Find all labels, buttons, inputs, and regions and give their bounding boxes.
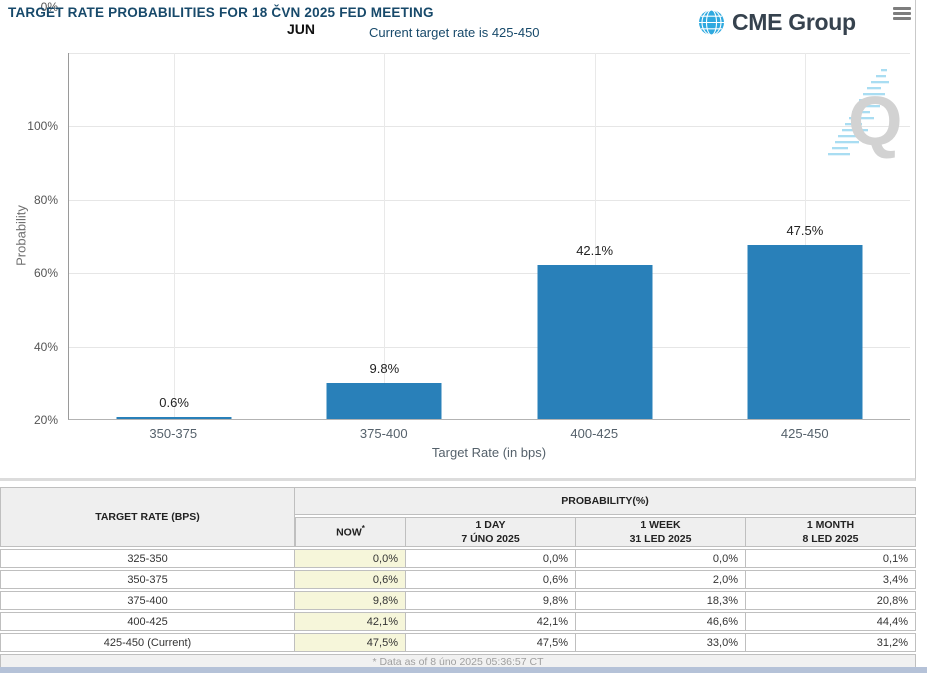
x-tick-label: 375-400: [359, 426, 408, 441]
month-cell: 20,8%: [746, 591, 916, 611]
gridline-100: [69, 53, 910, 54]
bar[interactable]: [326, 383, 442, 419]
y-axis-title: Probability: [13, 205, 29, 266]
bar[interactable]: [747, 244, 863, 419]
month-cell: 31,2%: [746, 633, 916, 653]
bars-container: 0.6% 9.8% 42.1% 47.5%: [69, 53, 910, 419]
rate-cell: 375-400: [0, 591, 295, 611]
x-tick-labels: 350-375 375-400 400-425 425-450: [68, 426, 910, 441]
page-title: TARGET RATE PROBABILITIES FOR 18 ČVN 202…: [8, 5, 434, 20]
now-cell: 0,0%: [295, 549, 406, 569]
table-row: 325-350 0,0% 0,0% 0,0% 0,1%: [0, 549, 916, 569]
bar-slot: 9.8%: [279, 53, 489, 419]
rate-cell: 325-350: [0, 549, 295, 569]
col-header-1month: 1 MONTH 8 LED 2025: [746, 517, 916, 548]
month-cell: 44,4%: [746, 612, 916, 632]
bar-slot: 0.6%: [69, 53, 279, 419]
day-cell: 9,8%: [406, 591, 576, 611]
svg-text:Q: Q: [848, 82, 902, 160]
rate-cell: 400-425: [0, 612, 295, 632]
globe-icon: [699, 9, 724, 36]
probability-table: TARGET RATE (BPS) PROBABILITY(%) NOW* 1 …: [0, 485, 916, 672]
bar-value-label: 0.6%: [159, 394, 189, 410]
gridline-60: [69, 200, 910, 201]
current-target-rate-subtitle: Current target rate is 425-450: [369, 25, 540, 40]
day-cell: 42,1%: [406, 612, 576, 632]
week-cell: 33,0%: [576, 633, 746, 653]
bar-value-label: 9.8%: [369, 361, 400, 377]
bottom-accent-bar: [0, 667, 927, 673]
col-header-1week: 1 WEEK 31 LED 2025: [576, 517, 746, 548]
day-cell: 0,6%: [406, 570, 576, 590]
menu-bar: [893, 12, 911, 15]
bar-slot: 42.1%: [490, 53, 700, 419]
week-cell: 46,6%: [576, 612, 746, 632]
col-header-now: NOW*: [295, 517, 406, 548]
y-tick-label: 0%: [40, 0, 58, 14]
now-cell: 47,5%: [295, 633, 406, 653]
probability-chart-panel: Probability 100% 80% 60% 40% 20% 0%: [0, 0, 916, 481]
brand-name: CME Group: [732, 9, 856, 35]
now-cell: 42,1%: [295, 612, 406, 632]
bar[interactable]: [537, 264, 653, 419]
day-cell: 47,5%: [406, 633, 576, 653]
gridline-40: [69, 273, 910, 274]
rate-cell: 350-375: [0, 570, 295, 590]
table-row: 425-450 (Current) 47,5% 47,5% 33,0% 31,2…: [0, 633, 916, 653]
col-header-target-rate: TARGET RATE (BPS): [0, 487, 295, 548]
month-cell: 3,4%: [746, 570, 916, 590]
plot-area: Q 0.6% 9.8% 42.1% 47.5%: [68, 53, 910, 420]
col-header-probability: PROBABILITY(%): [295, 487, 916, 515]
month-label: JUN: [287, 21, 316, 37]
x-tick-label: 425-450: [780, 426, 829, 441]
gridline-20: [69, 347, 910, 348]
bar-slot: 47.5%: [700, 53, 910, 419]
menu-bar: [893, 7, 911, 10]
table-row: 375-400 9,8% 9,8% 18,3% 20,8%: [0, 591, 916, 611]
day-cell: 0,0%: [406, 549, 576, 569]
quikstrike-watermark: Q: [826, 65, 904, 170]
now-cell: 9,8%: [295, 591, 406, 611]
x-axis-title: Target Rate (in bps): [431, 445, 547, 460]
week-cell: 0,0%: [576, 549, 746, 569]
y-tick-label: 100%: [27, 119, 58, 133]
menu-bar: [893, 17, 911, 20]
x-tick-label: 400-425: [570, 426, 619, 441]
table-row: 350-375 0,6% 0,6% 2,0% 3,4%: [0, 570, 916, 590]
y-tick-label: 80%: [33, 193, 58, 207]
y-tick-label: 40%: [33, 340, 58, 354]
now-cell: 0,6%: [295, 570, 406, 590]
month-cell: 0,1%: [746, 549, 916, 569]
bar-value-label: 47.5%: [786, 222, 824, 238]
x-tick-label: 350-375: [149, 426, 198, 441]
y-tick-label: 60%: [33, 266, 58, 280]
week-cell: 2,0%: [576, 570, 746, 590]
y-tick-label: 20%: [33, 413, 58, 427]
bar[interactable]: [116, 416, 232, 419]
col-header-1day: 1 DAY 7 ÚNO 2025: [406, 517, 576, 548]
bar-value-label: 42.1%: [576, 242, 614, 258]
cme-group-logo[interactable]: CME Group: [698, 9, 856, 36]
rate-cell: 425-450 (Current): [0, 633, 295, 653]
gridline-80: [69, 126, 910, 127]
week-cell: 18,3%: [576, 591, 746, 611]
hamburger-menu-button[interactable]: [893, 7, 911, 22]
table-row: 400-425 42,1% 42,1% 46,6% 44,4%: [0, 612, 916, 632]
